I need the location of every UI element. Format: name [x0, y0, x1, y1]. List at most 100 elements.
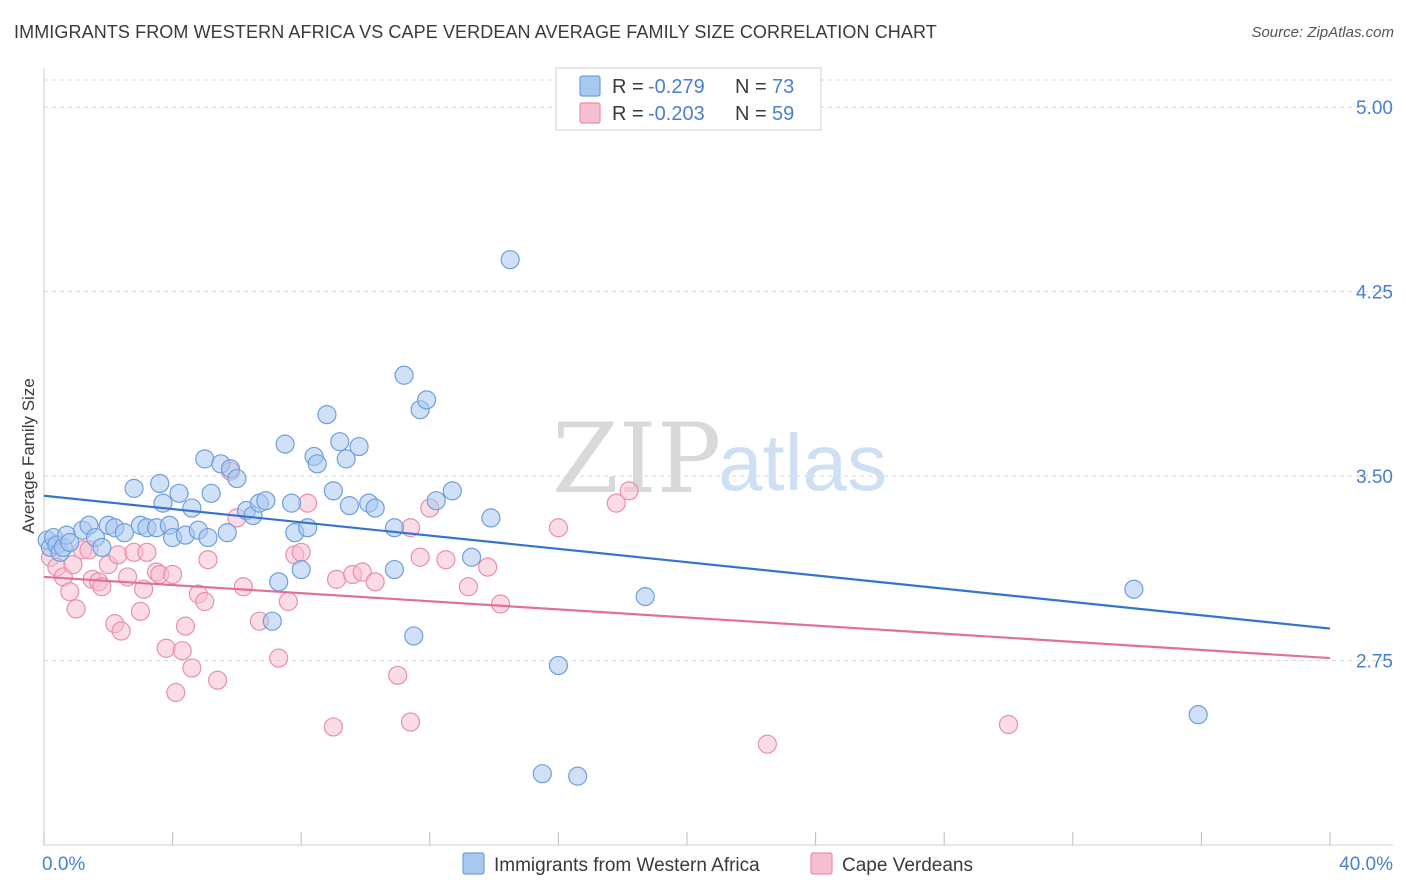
- series-2-point-10: [92, 577, 112, 597]
- y-tick-label-0: 2.75: [1356, 652, 1393, 673]
- series-1-point-37: [256, 491, 276, 511]
- legend: R = -0.279 N = 73 R = -0.203 N = 59: [555, 67, 822, 131]
- x-tick-labels: 0.0% 40.0%: [42, 854, 1393, 875]
- series-1-point-25: [182, 498, 202, 518]
- chart-title: IMMIGRANTS FROM WESTERN AFRICA VS CAPE V…: [14, 22, 937, 42]
- series-2-point-36: [269, 648, 289, 668]
- series-1-point-7: [60, 532, 80, 553]
- trend-lines: [43, 494, 1331, 660]
- series-1-point-56: [384, 559, 405, 580]
- series-1-point-64: [481, 508, 501, 528]
- series-2-point-29: [195, 591, 215, 612]
- series-2-point-4: [63, 555, 83, 575]
- legend-n-label-1: N =: [735, 76, 767, 98]
- series-1-point-60: [416, 390, 437, 410]
- series-2-point-39: [291, 542, 311, 562]
- legend-n-value-1: 73: [772, 76, 794, 98]
- series-1-point-27: [195, 449, 215, 469]
- legend-r-value-1: -0.279: [648, 76, 705, 98]
- series-1-point-63: [461, 547, 482, 567]
- legend-swatch-cape-verdeans: [579, 102, 601, 124]
- series-1-point-47: [317, 405, 337, 425]
- x-tick-label-min: 0.0%: [42, 854, 85, 875]
- series-1-point-39: [269, 572, 289, 592]
- series-western-africa-points: [37, 250, 1208, 786]
- legend-r-label-1: R =: [612, 76, 644, 98]
- series-1-point-46: [307, 454, 327, 474]
- series-2-point-55: [548, 518, 569, 538]
- y-tick-label-3: 5.00: [1356, 98, 1393, 119]
- series-2-point-5: [66, 599, 86, 619]
- series-1-point-71: [1188, 705, 1208, 725]
- series-1-point-11: [92, 537, 112, 558]
- series-1-point-28: [198, 527, 218, 548]
- series-1-point-49: [330, 432, 350, 452]
- series-2-point-30: [198, 550, 218, 570]
- watermark: ZIP atlas: [552, 403, 887, 515]
- series-1-point-41: [281, 493, 302, 513]
- series-2-point-14: [111, 621, 131, 641]
- series-1-point-38: [262, 611, 282, 631]
- series-1-point-31: [217, 523, 237, 543]
- series-1-point-61: [426, 491, 446, 511]
- series-2-point-41: [323, 717, 343, 737]
- series-1-point-65: [500, 250, 520, 270]
- series-2-point-23: [163, 564, 183, 585]
- bottom-legend-label-western-africa: Immigrants from Western Africa: [494, 855, 760, 876]
- series-2-point-19: [137, 542, 157, 562]
- bottom-legend-swatch-cape-verdeans: [810, 852, 833, 875]
- series-2-point-13: [108, 545, 128, 565]
- series-1-point-40: [275, 434, 295, 454]
- series-1-point-19: [150, 473, 170, 494]
- series-2-point-27: [182, 658, 202, 678]
- series-2-point-22: [156, 638, 176, 658]
- series-2-point-58: [757, 734, 777, 754]
- axes: [43, 68, 1393, 846]
- watermark-atlas: atlas: [718, 418, 887, 507]
- series-2-point-49: [410, 547, 430, 567]
- series-1-point-54: [365, 498, 385, 518]
- series-1-point-29: [201, 483, 221, 503]
- series-1-point-48: [323, 481, 343, 501]
- series-2-point-18: [134, 579, 154, 599]
- series-1-point-55: [384, 518, 405, 538]
- series-1-point-62: [442, 481, 462, 501]
- series-2-point-52: [458, 577, 478, 597]
- series-2-point-40: [298, 493, 318, 513]
- series-2-point-44: [352, 562, 372, 582]
- legend-n-value-2: 59: [772, 103, 794, 125]
- series-1-point-43: [291, 559, 311, 580]
- series-2-point-45: [365, 572, 385, 592]
- legend-r-label-2: R =: [612, 103, 644, 125]
- trend-line-series-1: [43, 494, 1331, 630]
- series-2-point-54: [490, 594, 511, 614]
- series-2-point-34: [233, 577, 253, 597]
- series-1-point-14: [114, 523, 134, 543]
- x-tick-label-max: 40.0%: [1339, 854, 1393, 875]
- series-1-point-58: [404, 626, 424, 646]
- watermark-zip: ZIP: [552, 403, 721, 515]
- series-2-point-42: [326, 569, 347, 589]
- series-1-point-50: [336, 449, 356, 469]
- series-2-point-56: [606, 493, 626, 513]
- gridlines: [44, 79, 1393, 662]
- series-2-point-26: [175, 616, 196, 636]
- series-1-point-23: [169, 483, 189, 503]
- series-2-point-51: [436, 550, 456, 570]
- series-2-point-17: [130, 601, 151, 621]
- series-1-point-15: [124, 478, 144, 498]
- y-tick-labels: 2.75 3.50 4.25 5.00: [1356, 98, 1393, 672]
- series-2-point-3: [60, 582, 80, 602]
- series-1-point-66: [532, 764, 552, 784]
- series-1-point-67: [548, 655, 569, 676]
- series-2-point-46: [388, 665, 408, 685]
- series-1-point-51: [339, 496, 360, 516]
- y-tick-label-1: 3.50: [1356, 467, 1393, 488]
- series-1-point-33: [227, 468, 247, 489]
- series-2-point-57: [619, 481, 639, 501]
- trend-line-series-2: [43, 575, 1331, 660]
- series-2-point-25: [172, 641, 192, 661]
- series-2-point-31: [208, 670, 228, 690]
- y-axis-title: Average Family Size: [19, 378, 38, 534]
